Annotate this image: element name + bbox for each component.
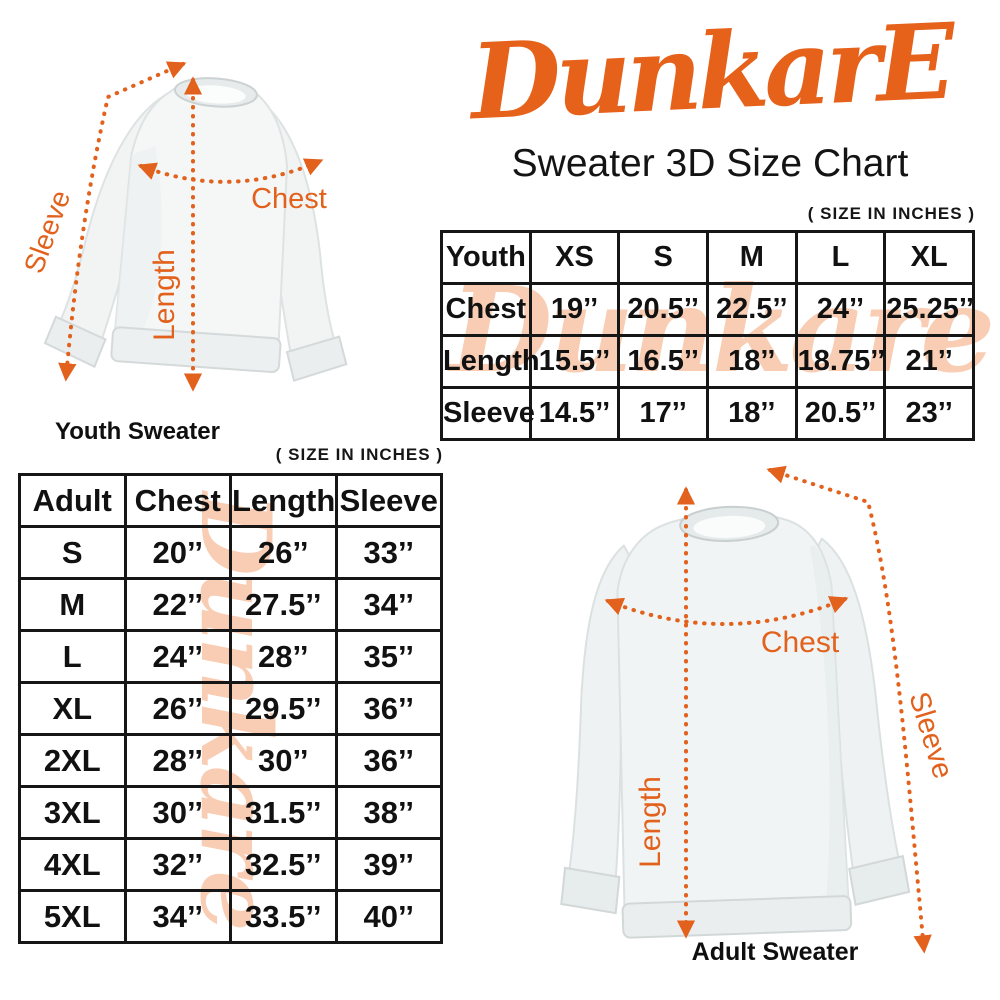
adult-sweater-diagram: Sleeve Length Chest [560,465,959,954]
size-value-cell: 15.5’’ [528,334,621,389]
size-value-cell: 33.5’’ [229,889,338,944]
page-title: Sweater 3D Size Chart [511,142,909,185]
row-label-cell: 2XL [18,733,127,788]
size-value-cell: 36’’ [334,681,443,736]
size-value-cell: 21’’ [883,334,975,389]
size-note-youth: ( SIZE IN INCHES ) [807,204,975,223]
youth-sweater-art [43,77,348,382]
size-value-cell: 14.5’’ [528,386,621,441]
adult-sleeve-label: Sleeve [902,688,959,782]
row-label-cell: XL [18,681,127,736]
size-value-cell: 32.5’’ [229,837,338,892]
adult-left-cuff [560,866,621,915]
youth-chest-arrow [137,158,324,184]
row-label-cell: 4XL [18,837,127,892]
size-value-cell: 23’’ [883,386,975,441]
size-value-cell: 40’’ [334,889,443,944]
size-value-cell: 32’’ [123,837,232,892]
size-value-cell: 28’’ [123,733,232,788]
adult-collar-inner [693,515,766,538]
header-row: Youth XS S M L XL [440,230,975,285]
table-row: 4XL 32’’ 32.5’’ 39’’ [18,837,443,892]
size-value-cell: 24’’ [794,282,887,337]
youth-sweater-diagram: Sleeve Length Chest [18,61,348,392]
size-value-cell: 30’’ [123,785,232,840]
table-row: Sleeve 14.5’’ 17’’ 18’’ 20.5’’ 23’’ [440,386,975,441]
header-cell: XS [528,230,621,285]
adult-hem-band [621,895,853,939]
header-cell: L [794,230,887,285]
size-value-cell: 20.5’’ [794,386,887,441]
size-value-cell: 26’’ [123,681,232,736]
size-value-cell: 18.75’’ [794,334,887,389]
adult-length-label: Length [634,776,667,868]
row-label-cell: Chest [440,282,532,337]
header-cell: S [617,230,709,285]
size-note-adult: ( SIZE IN INCHES ) [275,445,443,464]
header-cell: Chest [123,473,232,528]
size-value-cell: 16.5’’ [617,334,709,389]
row-label-cell: L [18,629,127,684]
header-cell: Length [229,473,338,528]
size-value-cell: 36’’ [334,733,443,788]
youth-right-cuff [285,335,348,382]
size-value-cell: 29.5’’ [229,681,338,736]
size-value-cell: 34’’ [334,577,443,632]
row-label-cell: 5XL [18,889,127,944]
youth-length-label: Length [148,249,181,341]
size-value-cell: 22.5’’ [705,282,798,337]
header-cell: M [705,230,798,285]
table-row: Length 15.5’’ 16.5’’ 18’’ 18.75’’ 21’’ [440,334,975,389]
youth-sleeve-arrow [58,61,187,382]
size-value-cell: 38’’ [334,785,443,840]
table-row: S 20’’ 26’’ 33’’ [18,525,443,580]
row-label-cell: S [18,525,127,580]
table-row: XL 26’’ 29.5’’ 36’’ [18,681,443,736]
table-row: 2XL 28’’ 30’’ 36’’ [18,733,443,788]
header-cell: Adult [18,473,127,528]
header-row: Adult Chest Length Sleeve [18,473,443,528]
table-row: L 24’’ 28’’ 35’’ [18,629,443,684]
size-value-cell: 20.5’’ [617,282,709,337]
youth-size-table: Youth XS S M L XL Chest 19’’ 20.5’’ 22.5’’ 24’’ 25.… [440,230,975,441]
size-value-cell: 27.5’’ [229,577,338,632]
size-value-cell: 20’’ [123,525,232,580]
size-value-cell: 25.25’’ [883,282,975,337]
size-value-cell: 24’’ [123,629,232,684]
size-value-cell: 18’’ [705,334,798,389]
youth-sweater-caption: Youth Sweater [55,418,220,445]
adult-sweater-art [560,505,911,939]
size-value-cell: 31.5’’ [229,785,338,840]
size-value-cell: 39’’ [334,837,443,892]
row-label-cell: Sleeve [440,386,535,441]
table-row: Chest 19’’ 20.5’’ 22.5’’ 24’’ 25.25’’ [440,282,975,337]
row-label-cell: Length [440,334,540,389]
size-value-cell: 19’’ [528,282,621,337]
size-value-cell: 26’’ [229,525,338,580]
table-row: 5XL 34’’ 33.5’’ 40’’ [18,889,443,944]
header-cell: XL [883,230,975,285]
header-cell: Youth [440,230,532,285]
youth-sleeve-label: Sleeve [18,186,76,277]
size-value-cell: 18’’ [705,386,798,441]
adult-sweater-caption: Adult Sweater [691,938,859,966]
size-value-cell: 30’’ [229,733,338,788]
size-value-cell: 35’’ [334,629,443,684]
adult-chest-label: Chest [761,626,840,659]
size-value-cell: 33’’ [334,525,443,580]
size-value-cell: 28’’ [229,629,338,684]
adult-size-table: Adult Chest Length Sleeve S 20’’ 26’’ 33’’ M 22’’… [18,473,443,944]
row-label-cell: 3XL [18,785,127,840]
table-row: M 22’’ 27.5’’ 34’’ [18,577,443,632]
youth-chest-label: Chest [251,183,327,215]
size-value-cell: 17’’ [617,386,709,441]
header-cell: Sleeve [334,473,443,528]
row-label-cell: M [18,577,127,632]
brand-logo: DunkarE [468,0,953,144]
size-value-cell: 34’’ [123,889,232,944]
table-row: 3XL 30’’ 31.5’’ 38’’ [18,785,443,840]
size-value-cell: 22’’ [123,577,232,632]
adult-sleeve-arrow [766,465,932,954]
